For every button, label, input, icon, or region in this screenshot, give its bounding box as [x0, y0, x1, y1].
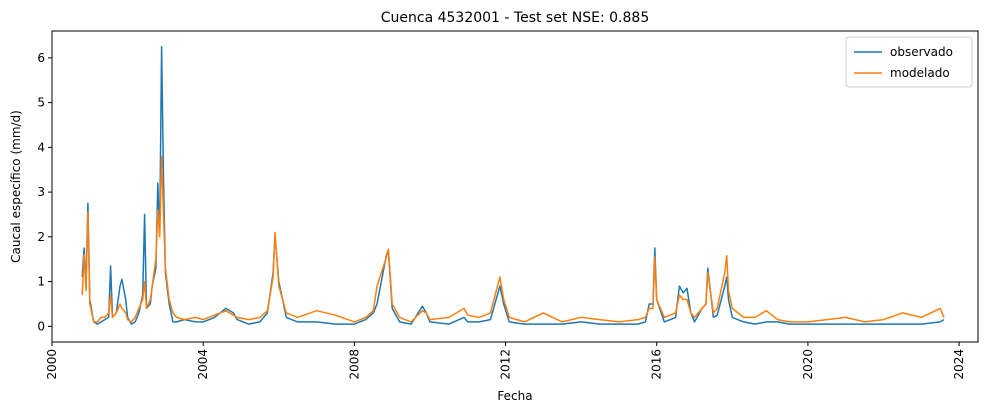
- legend-label-observado: observado: [890, 45, 953, 59]
- y-tick-label: 5: [37, 96, 45, 110]
- chart-title: Cuenca 4532001 - Test set NSE: 0.885: [381, 10, 649, 26]
- x-tick-label: 2012: [499, 349, 513, 380]
- plot-area: [51, 30, 979, 343]
- plot-frame: [51, 30, 979, 343]
- x-tick-label: 2004: [196, 349, 210, 380]
- y-tick-label: 6: [37, 51, 45, 65]
- series-line-observado: [81, 45, 945, 325]
- x-tick-label: 2024: [952, 349, 966, 380]
- x-tick-label: 2016: [650, 349, 664, 380]
- legend: observado modelado: [845, 36, 973, 88]
- legend-label-modelado: modelado: [890, 66, 950, 80]
- y-axis: 0 1 2 3 4 5 6: [37, 51, 52, 333]
- y-tick-label: 1: [37, 275, 45, 289]
- x-axis-label: Fecha: [497, 389, 532, 403]
- y-axis-label: Caucal específico (mm/d): [9, 110, 23, 263]
- x-tick-label: 2020: [801, 349, 815, 380]
- y-tick-label: 3: [37, 185, 45, 199]
- x-tick-label: 2008: [347, 349, 361, 380]
- y-tick-label: 4: [37, 140, 45, 154]
- series-line-modelado: [81, 155, 945, 323]
- y-tick-label: 0: [37, 319, 45, 333]
- legend-box: [845, 36, 973, 88]
- series-layer: [81, 45, 945, 325]
- x-tick-label: 2000: [45, 349, 59, 380]
- x-axis: 2000 2004 2008 2012 2016 2020 2024: [45, 342, 966, 380]
- y-tick-label: 2: [37, 230, 45, 244]
